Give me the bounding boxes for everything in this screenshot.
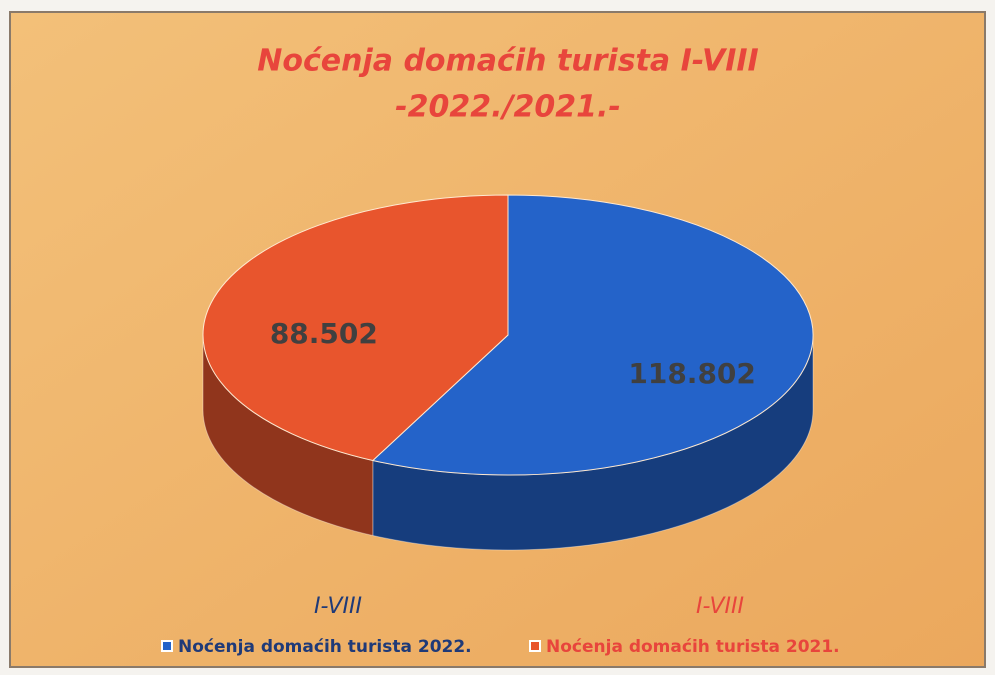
legend-swatch bbox=[161, 640, 173, 652]
legend-label: Noćenja domaćih turista 2022. bbox=[178, 637, 472, 657]
legend-label: Noćenja domaćih turista 2021. bbox=[546, 637, 840, 657]
chart-subtitle: -2022./2021.- bbox=[395, 90, 621, 125]
slice bbox=[371, 194, 814, 476]
chart-title: Noćenja domaćih turista I-VIII bbox=[257, 44, 758, 79]
data-label: 88.502 bbox=[270, 317, 378, 350]
legend: I-VIII Noćenja domaćih turista 2022. I-VII… bbox=[161, 594, 840, 657]
slice bbox=[202, 194, 509, 462]
period-label: I-VIII bbox=[696, 594, 744, 619]
period-label: I-VIII bbox=[314, 594, 362, 619]
pie: 118.802 88.502 bbox=[202, 194, 814, 551]
legend-swatch bbox=[529, 640, 541, 652]
data-label: 118.802 bbox=[628, 357, 756, 390]
